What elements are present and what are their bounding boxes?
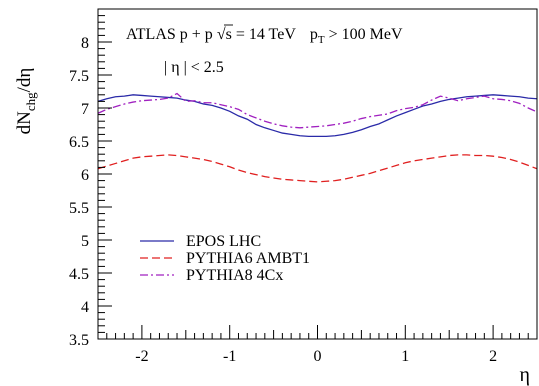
legend-label-1: PYTHIA6 AMBT1 — [186, 250, 310, 267]
series-line-0 — [97, 94, 538, 138]
ticks-layer — [97, 8, 538, 340]
y-axis-label: dNchg/dη — [14, 68, 38, 135]
annotation-experiment: ATLAS p + p √s = 14 TeV pT > 100 MeV — [126, 26, 403, 46]
x-axis-label: η — [520, 364, 530, 386]
x-tick-label: 1 — [401, 348, 409, 365]
y-tick-label: 7.5 — [69, 68, 89, 85]
annotation-eta-range: | η | < 2.5 — [164, 59, 224, 76]
series-line-1 — [97, 154, 538, 183]
x-tick-label: -2 — [135, 348, 148, 365]
y-tick-label: 8 — [81, 35, 89, 52]
y-tick-label: 3.5 — [69, 332, 89, 349]
series-line-2 — [97, 92, 538, 129]
y-tick-label: 4 — [81, 299, 89, 316]
y-tick-label: 5 — [81, 233, 89, 250]
legend-label-0: EPOS LHC — [186, 233, 261, 250]
y-tick-label: 5.5 — [69, 200, 89, 217]
y-tick-label: 6 — [81, 167, 89, 184]
y-tick-label: 7 — [81, 101, 89, 118]
labels-layer: 3.5 4 4.5 5 5.5 6 6.5 7 7.5 8 -2 -1 0 1 2 — [69, 35, 497, 365]
y-tick-label: 6.5 — [69, 134, 89, 151]
series-layer — [97, 92, 538, 183]
x-tick-label: -1 — [223, 348, 236, 365]
y-tick-label: 4.5 — [69, 266, 89, 283]
x-tick-label: 2 — [489, 348, 497, 365]
legend-label-2: PYTHIA8 4Cx — [186, 267, 283, 284]
x-tick-label: 0 — [314, 348, 322, 365]
